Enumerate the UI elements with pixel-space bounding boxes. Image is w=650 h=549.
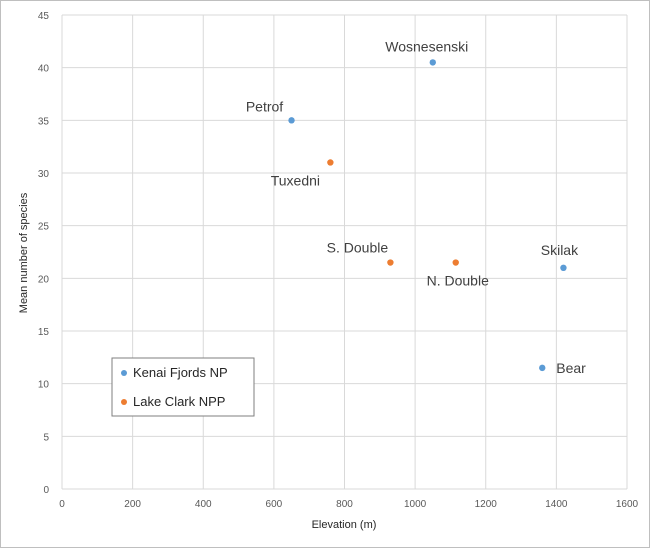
x-tick-label: 1600 [616,499,639,510]
x-axis-ticks: 0 200 400 600 800 1000 1200 1400 1600 [59,499,638,510]
point-label: Skilak [541,242,579,258]
x-tick-label: 800 [336,499,353,510]
point-label: Wosnesenski [385,38,468,54]
point-label: S. Double [327,240,389,256]
point-label: Bear [556,360,586,376]
legend-label-lake-clark: Lake Clark NPP [133,394,225,409]
point-label: Tuxedni [271,172,320,188]
legend-marker-lake-clark [121,399,127,405]
y-axis-title: Mean number of species [18,192,30,313]
x-tick-label: 1400 [545,499,568,510]
y-tick-label: 15 [38,327,50,338]
data-point [327,159,334,166]
y-tick-label: 40 [38,64,50,75]
x-tick-label: 200 [124,499,141,510]
y-tick-label: 25 [38,222,50,233]
data-point [539,364,546,372]
data-point [452,259,459,266]
y-tick-label: 45 [38,11,50,22]
y-tick-label: 10 [38,380,50,391]
data-point [387,259,394,266]
point-label: Petrof [246,98,283,114]
legend: Kenai Fjords NP Lake Clark NPP [111,357,255,417]
data-points [288,59,567,372]
y-tick-label: 30 [38,169,50,180]
legend-marker-kenai [121,370,127,376]
x-tick-label: 0 [59,499,65,510]
legend-label-kenai: Kenai Fjords NP [133,365,228,380]
point-label: N. Double [427,273,489,289]
y-tick-label: 0 [43,485,49,496]
y-tick-label: 35 [38,116,50,127]
x-tick-label: 400 [195,499,212,510]
data-point [288,117,295,124]
point-labels: Wosnesenski Petrof Skilak Bear Tuxedni S. Dou… [246,38,586,375]
x-tick-label: 1000 [404,499,427,510]
x-tick-label: 600 [266,499,283,510]
x-axis-title: Elevation (m) [312,519,377,531]
y-tick-label: 20 [38,274,50,285]
y-tick-label: 5 [43,432,49,443]
y-axis-ticks: 0 5 10 15 20 25 30 35 40 45 [38,11,50,496]
x-tick-label: 1200 [475,499,498,510]
data-point [560,264,567,271]
data-point [429,59,436,66]
legend-box [111,357,255,417]
